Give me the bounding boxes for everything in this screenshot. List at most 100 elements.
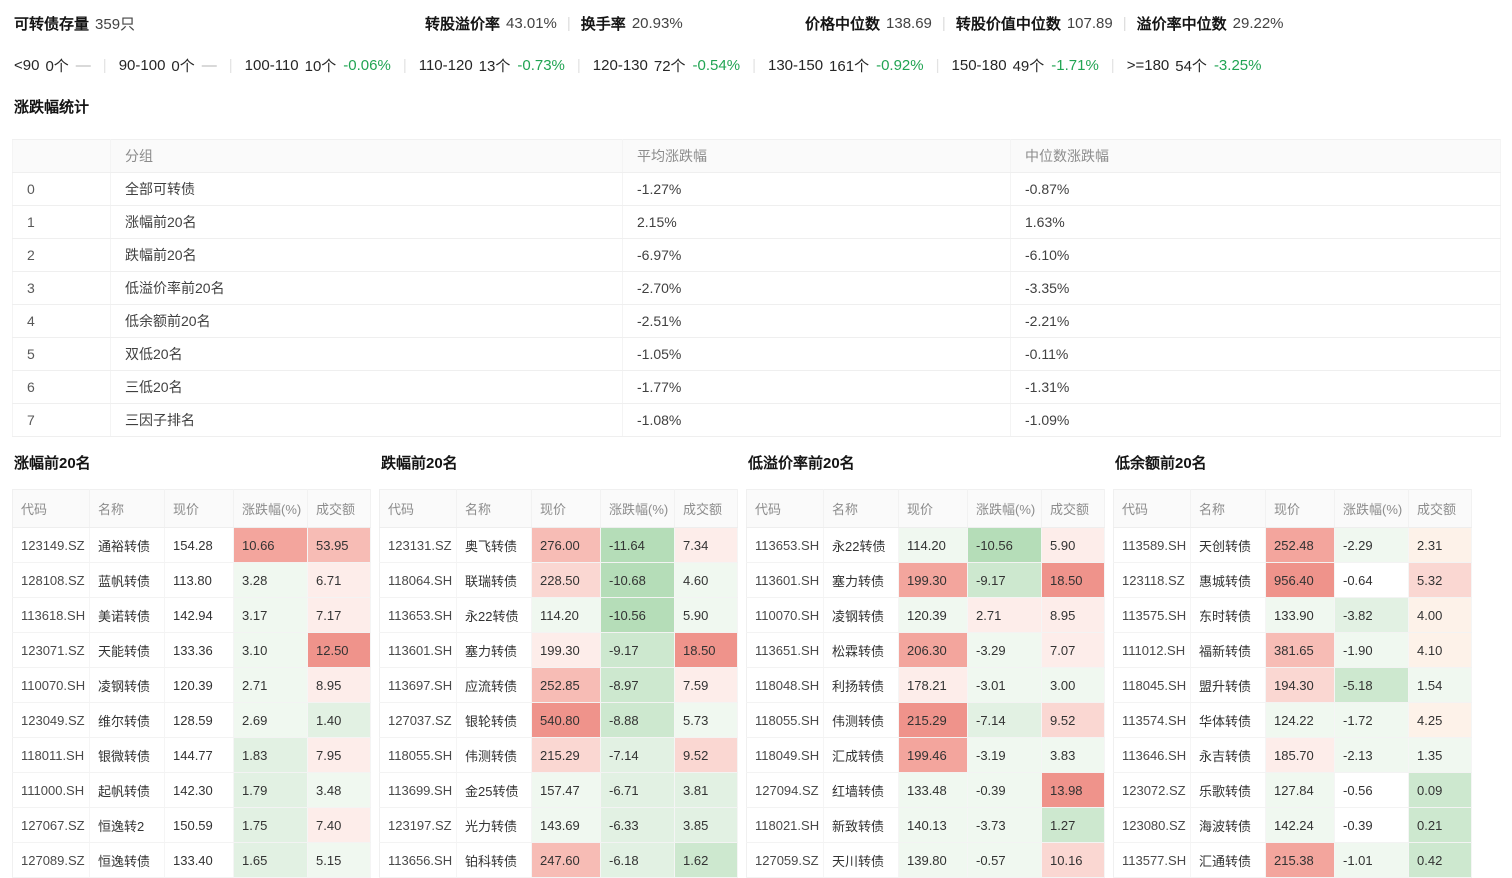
- rank-section-losers: 跌幅前20名 代码 名称 现价 涨跌幅(%) 成交额 123131.SZ 奥飞转债 276.00…: [379, 453, 738, 878]
- stats-avg-change: -2.51%: [622, 304, 1011, 338]
- rank-row[interactable]: 127037.SZ 银轮转债 540.80 -8.88 5.73: [379, 702, 738, 738]
- rank-row[interactable]: 118049.SH 汇成转债 199.46 -3.19 3.83: [746, 737, 1105, 773]
- metric-label: 转股溢价率: [425, 15, 501, 33]
- rank-row[interactable]: 123131.SZ 奥飞转债 276.00 -11.64 7.34: [379, 527, 738, 563]
- rank-row[interactable]: 128108.SZ 蓝帆转债 113.80 3.28 6.71: [12, 562, 371, 598]
- rank-row[interactable]: 113653.SH 永22转债 114.20 -10.56 5.90: [746, 527, 1105, 563]
- rank-row[interactable]: 110070.SH 凌钢转债 120.39 2.71 8.95: [746, 597, 1105, 633]
- rank-column-header[interactable]: 成交额: [307, 489, 371, 528]
- stats-median-change: -2.21%: [1010, 304, 1501, 338]
- rank-column-header[interactable]: 名称: [89, 489, 165, 528]
- rank-column-header[interactable]: 名称: [1190, 489, 1266, 528]
- bond-name: 通裕转债: [89, 527, 165, 563]
- rank-row[interactable]: 123049.SZ 维尔转债 128.59 2.69 1.40: [12, 702, 371, 738]
- bond-amount: 18.50: [674, 632, 738, 668]
- distribution-range: 150-180: [951, 56, 1007, 74]
- bond-name: 塞力转债: [456, 632, 532, 668]
- rank-row[interactable]: 113697.SH 应流转债 252.85 -8.97 7.59: [379, 667, 738, 703]
- rank-head-row: 代码 名称 现价 涨跌幅(%) 成交额: [379, 489, 738, 528]
- rank-row[interactable]: 118055.SH 伟测转债 215.29 -7.14 9.52: [379, 737, 738, 773]
- bond-amount: 8.95: [1041, 597, 1105, 633]
- rank-row[interactable]: 127094.SZ 红墙转债 133.48 -0.39 13.98: [746, 772, 1105, 808]
- rank-row[interactable]: 118064.SH 联瑞转债 228.50 -10.68 4.60: [379, 562, 738, 598]
- rank-row[interactable]: 123197.SZ 光力转债 143.69 -6.33 3.85: [379, 807, 738, 843]
- bond-name: 塞力转债: [823, 562, 899, 598]
- rank-row[interactable]: 118021.SH 新致转债 140.13 -3.73 1.27: [746, 807, 1105, 843]
- rank-column-header[interactable]: 代码: [746, 489, 824, 528]
- rank-column-header[interactable]: 代码: [1113, 489, 1191, 528]
- distribution-item: <90 0个 —: [14, 55, 91, 76]
- rank-row[interactable]: 127059.SZ 天川转债 139.80 -0.57 10.16: [746, 842, 1105, 878]
- rank-column-header[interactable]: 现价: [898, 489, 968, 528]
- rank-row[interactable]: 113653.SH 永22转债 114.20 -10.56 5.90: [379, 597, 738, 633]
- rank-row[interactable]: 110070.SH 凌钢转债 120.39 2.71 8.95: [12, 667, 371, 703]
- rank-row[interactable]: 127067.SZ 恒逸转2 150.59 1.75 7.40: [12, 807, 371, 843]
- rank-row[interactable]: 123080.SZ 海波转债 142.24 -0.39 0.21: [1113, 807, 1472, 843]
- rank-row[interactable]: 111000.SH 起帆转债 142.30 1.79 3.48: [12, 772, 371, 808]
- median: 转股价值中位数 107.89: [956, 13, 1113, 34]
- distribution-item: 150-180 49个 -1.71%: [952, 55, 1099, 76]
- rank-row[interactable]: 113577.SH 汇通转债 215.38 -1.01 0.42: [1113, 842, 1472, 878]
- bond-price: 206.30: [898, 632, 968, 668]
- medians-group: 价格中位数 138.69 | 转股价值中位数 107.89 | 溢价率中位数 29.22%: [805, 13, 1498, 34]
- rank-column-header[interactable]: 涨跌幅(%): [600, 489, 675, 528]
- rank-column-header[interactable]: 现价: [164, 489, 234, 528]
- rank-column-header[interactable]: 成交额: [1408, 489, 1472, 528]
- bond-code: 123149.SZ: [12, 527, 90, 563]
- bond-price: 199.30: [898, 562, 968, 598]
- rank-column-header[interactable]: 名称: [823, 489, 899, 528]
- rank-row[interactable]: 113575.SH 东时转债 133.90 -3.82 4.00: [1113, 597, 1472, 633]
- rank-row[interactable]: 111012.SH 福新转债 381.65 -1.90 4.10: [1113, 632, 1472, 668]
- rank-column-header[interactable]: 涨跌幅(%): [1334, 489, 1409, 528]
- rank-column-header[interactable]: 现价: [531, 489, 601, 528]
- rank-row[interactable]: 113601.SH 塞力转债 199.30 -9.17 18.50: [746, 562, 1105, 598]
- bond-amount: 3.83: [1041, 737, 1105, 773]
- rank-column-header[interactable]: 代码: [12, 489, 90, 528]
- bond-name: 汇成转债: [823, 737, 899, 773]
- bond-code: 113618.SH: [12, 597, 90, 633]
- distribution-range: 130-150: [767, 56, 824, 74]
- rank-row[interactable]: 113574.SH 华体转债 124.22 -1.72 4.25: [1113, 702, 1472, 738]
- rank-row[interactable]: 118048.SH 利扬转债 178.21 -3.01 3.00: [746, 667, 1105, 703]
- rank-row[interactable]: 123149.SZ 通裕转债 154.28 10.66 53.95: [12, 527, 371, 563]
- stats-index: 2: [12, 238, 111, 272]
- bond-code: 118055.SH: [746, 702, 824, 738]
- rank-row[interactable]: 113656.SH 铂科转债 247.60 -6.18 1.62: [379, 842, 738, 878]
- rank-row[interactable]: 113618.SH 美诺转债 142.94 3.17 7.17: [12, 597, 371, 633]
- rank-row[interactable]: 113589.SH 天创转债 252.48 -2.29 2.31: [1113, 527, 1472, 563]
- rank-row[interactable]: 113601.SH 塞力转债 199.30 -9.17 18.50: [379, 632, 738, 668]
- bond-code: 123131.SZ: [379, 527, 457, 563]
- bond-code: 118045.SH: [1113, 667, 1191, 703]
- rank-table-losers: 代码 名称 现价 涨跌幅(%) 成交额 123131.SZ 奥飞转债 276.00 -11.64…: [379, 489, 738, 878]
- rank-table-low_balance: 代码 名称 现价 涨跌幅(%) 成交额 113589.SH 天创转债 252.48 -2.29 2…: [1113, 489, 1472, 878]
- stats-avg-change: -1.05%: [622, 337, 1011, 371]
- rank-column-header[interactable]: 代码: [379, 489, 457, 528]
- bond-change: 1.83: [233, 737, 308, 773]
- rank-column-header[interactable]: 涨跌幅(%): [233, 489, 308, 528]
- bond-price: 178.21: [898, 667, 968, 703]
- rank-column-header[interactable]: 现价: [1265, 489, 1335, 528]
- bond-code: 113601.SH: [746, 562, 824, 598]
- bond-change: -8.88: [600, 702, 675, 738]
- bond-change: -7.14: [600, 737, 675, 773]
- rank-row[interactable]: 113651.SH 松霖转债 206.30 -3.29 7.07: [746, 632, 1105, 668]
- divider: |: [576, 56, 581, 74]
- rank-column-header[interactable]: 名称: [456, 489, 532, 528]
- bond-code: 118021.SH: [746, 807, 824, 843]
- rank-row[interactable]: 127089.SZ 恒逸转债 133.40 1.65 5.15: [12, 842, 371, 878]
- rank-row[interactable]: 118011.SH 银微转债 144.77 1.83 7.95: [12, 737, 371, 773]
- rank-row[interactable]: 118055.SH 伟测转债 215.29 -7.14 9.52: [746, 702, 1105, 738]
- rank-column-header[interactable]: 成交额: [674, 489, 738, 528]
- bond-price: 127.84: [1265, 772, 1335, 808]
- rank-row[interactable]: 118045.SH 盟升转债 194.30 -5.18 1.54: [1113, 667, 1472, 703]
- rank-row[interactable]: 123071.SZ 天能转债 133.36 3.10 12.50: [12, 632, 371, 668]
- rank-row[interactable]: 123118.SZ 惠城转债 956.40 -0.64 5.32: [1113, 562, 1472, 598]
- bond-amount: 2.31: [1408, 527, 1472, 563]
- distribution-item: 110-120 13个 -0.73%: [419, 55, 565, 76]
- bond-amount: 4.25: [1408, 702, 1472, 738]
- rank-column-header[interactable]: 涨跌幅(%): [967, 489, 1042, 528]
- rank-row[interactable]: 113646.SH 永吉转债 185.70 -2.13 1.35: [1113, 737, 1472, 773]
- rank-row[interactable]: 113699.SH 金25转债 157.47 -6.71 3.81: [379, 772, 738, 808]
- rank-row[interactable]: 123072.SZ 乐歌转债 127.84 -0.56 0.09: [1113, 772, 1472, 808]
- rank-column-header[interactable]: 成交额: [1041, 489, 1105, 528]
